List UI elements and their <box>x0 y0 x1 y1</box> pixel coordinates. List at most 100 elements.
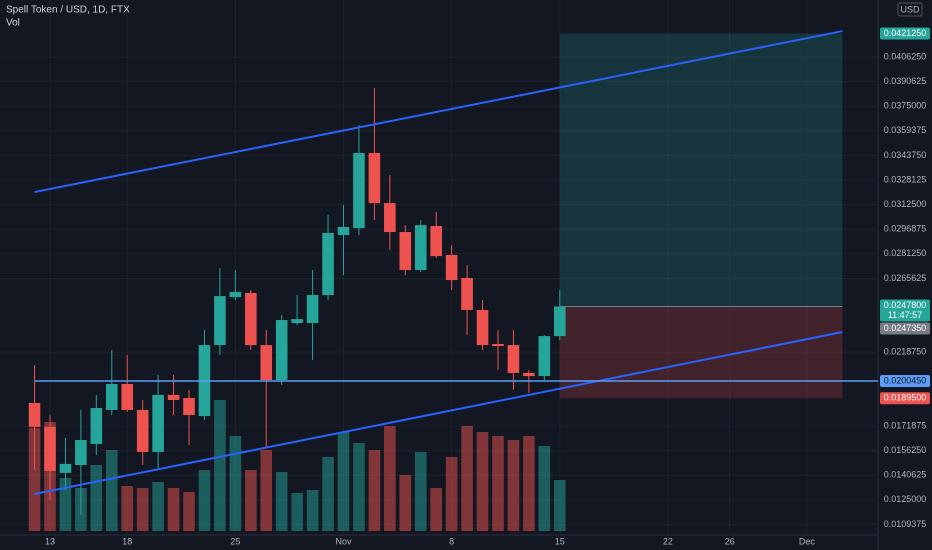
candle-body <box>90 408 103 444</box>
y-tick-label: 0.0171875 <box>884 420 927 430</box>
y-tick-label: 0.0265625 <box>884 273 927 283</box>
stop-price-label-box <box>880 392 930 405</box>
y-tick-label: 0.0109375 <box>884 519 927 529</box>
chart-title: Spell Token / USD, 1D, FTX <box>6 5 130 16</box>
y-tick-label: 0.0156250 <box>884 445 927 455</box>
candle-body <box>183 397 195 415</box>
candle-body <box>368 153 381 204</box>
last-price-label: 0.0247350 <box>884 323 927 333</box>
countdown: 11:47:57 <box>888 310 922 320</box>
x-tick-label: 15 <box>555 536 565 546</box>
volume-bar <box>28 428 41 531</box>
volume-bar <box>183 492 195 531</box>
y-tick-label: 0.0296875 <box>884 224 927 234</box>
candle-body <box>384 203 396 233</box>
stop-price-label: 0.0189500 <box>884 393 927 403</box>
candle-body <box>121 383 134 410</box>
volume-bar <box>229 436 242 531</box>
candle-body <box>399 232 412 270</box>
y-tick-label: 0.0218750 <box>884 347 927 357</box>
stop-zone <box>559 306 843 399</box>
volume-bar <box>445 457 458 531</box>
x-tick-label: 8 <box>449 536 454 546</box>
y-tick-label: 0.0140625 <box>884 470 927 480</box>
y-tick-label: 0.0125000 <box>884 494 927 504</box>
candle-body <box>322 232 334 296</box>
last-price-box <box>880 322 930 335</box>
y-tick-label: 0.0312500 <box>884 199 927 209</box>
volume-bar <box>507 440 520 531</box>
volume-bar <box>214 400 226 531</box>
volume-bar <box>245 470 257 531</box>
volume-bar <box>121 486 134 531</box>
volume-bar <box>353 443 365 531</box>
candle-body <box>214 296 226 346</box>
volume-bar <box>368 450 381 531</box>
horizontal-line-label-box <box>880 375 930 388</box>
x-tick-label: 13 <box>45 536 55 546</box>
candle-body <box>44 426 56 472</box>
candle-body <box>414 225 427 270</box>
candle-body <box>476 309 489 346</box>
candle-body <box>229 292 242 298</box>
candle-body <box>353 153 365 229</box>
candle-body <box>28 403 41 427</box>
trend-line <box>34 331 843 495</box>
volume-bar <box>461 426 473 531</box>
y-tick-label: 0.0375000 <box>884 101 927 111</box>
candle-body <box>445 255 458 281</box>
volume-bar <box>105 450 118 531</box>
x-tick-label: 18 <box>122 536 132 546</box>
candle-body <box>245 292 257 346</box>
volume-bar <box>275 472 288 531</box>
currency-box[interactable] <box>897 2 923 17</box>
candle-body <box>538 336 551 377</box>
currency[interactable]: USD <box>900 4 920 14</box>
volume-bar <box>553 480 566 531</box>
y-tick-label: 0.0359375 <box>884 125 927 135</box>
volume-bar <box>291 493 303 531</box>
volume-bar <box>414 452 427 531</box>
x-tick-label: Dec <box>799 536 816 546</box>
y-tick-label: 0.0328125 <box>884 174 927 184</box>
candle-body <box>59 463 72 473</box>
x-tick-label: 22 <box>663 536 673 546</box>
volume-bar <box>198 470 211 531</box>
volume-bar <box>136 488 149 531</box>
x-tick-label: Nov <box>335 536 352 546</box>
candle-body <box>105 383 118 410</box>
candle-body <box>553 306 566 337</box>
volume-bar <box>476 432 489 531</box>
candle-body <box>430 226 442 257</box>
candle-body <box>523 372 535 377</box>
y-tick-label: 0.0390625 <box>884 76 927 86</box>
candle-body <box>75 439 87 466</box>
volume-bar <box>90 465 103 531</box>
target-price-label-box <box>880 27 930 40</box>
volume-bar <box>306 490 319 531</box>
candle-body <box>306 295 319 324</box>
target-price-label: 0.0421250 <box>884 28 927 38</box>
y-tick-label: 0.0406250 <box>884 51 927 61</box>
candle-body <box>291 319 303 324</box>
volume-bar <box>59 478 72 531</box>
candle-body <box>136 409 149 452</box>
y-tick-label: 0.0343750 <box>884 150 927 160</box>
volume-bar <box>492 436 504 531</box>
volume-bar <box>167 488 180 531</box>
volume-bar <box>399 475 412 531</box>
volume-bar <box>384 426 396 531</box>
x-tick-label: 26 <box>725 536 735 546</box>
volume-bar <box>337 432 350 531</box>
volume-bar <box>523 436 535 531</box>
volume-bar <box>152 482 164 531</box>
trend-line <box>34 30 843 194</box>
horizontal-line-label: 0.0200450 <box>884 375 927 385</box>
target-zone <box>559 33 843 307</box>
volume-bar <box>430 488 442 531</box>
candle-body <box>167 394 180 401</box>
y-tick-label: 0.0281250 <box>884 248 927 258</box>
candle-body <box>461 278 473 310</box>
